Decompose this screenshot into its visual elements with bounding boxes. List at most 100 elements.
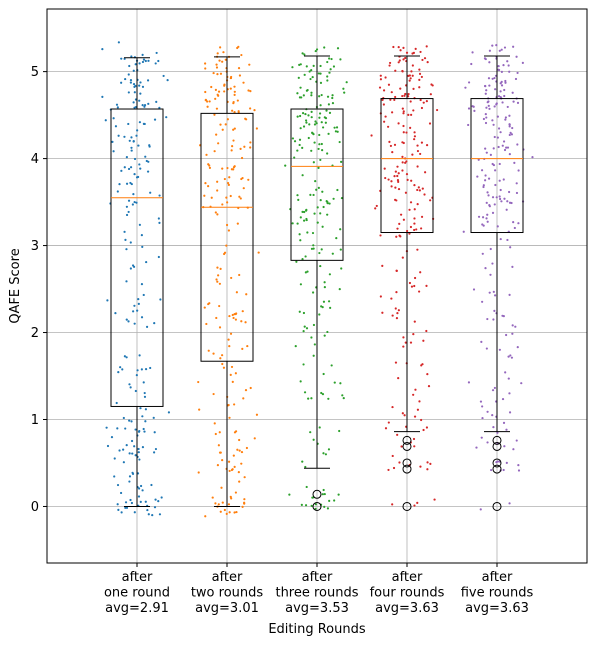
scatter-point — [495, 196, 498, 199]
scatter-point — [328, 202, 331, 205]
scatter-point — [230, 75, 233, 79]
scatter-point — [509, 246, 512, 249]
scatter-point — [481, 416, 484, 420]
scatter-point — [138, 223, 141, 226]
scatter-point — [213, 422, 216, 425]
boxplot-2 — [200, 56, 254, 507]
scatter-point — [488, 84, 491, 87]
scatter-point — [227, 338, 230, 341]
scatter-point — [236, 46, 239, 50]
scatter-point — [508, 502, 511, 505]
scatter-point — [387, 83, 391, 86]
scatter-point — [298, 143, 301, 147]
scatter-point — [501, 144, 504, 147]
scatter-point — [145, 325, 149, 328]
scatter-point — [531, 156, 534, 159]
scatter-point — [215, 316, 218, 320]
scatter-point — [319, 64, 322, 68]
scatter-point — [207, 185, 210, 188]
scatter-point — [342, 397, 345, 400]
scatter-point — [219, 123, 222, 126]
scatter-point — [224, 58, 227, 61]
scatter-point — [488, 205, 491, 208]
scatter-point — [508, 125, 511, 128]
scatter-point — [221, 459, 224, 462]
scatter-point — [408, 208, 411, 211]
scatter-point — [405, 51, 409, 54]
scatter-point — [236, 448, 239, 451]
scatter-point — [416, 203, 419, 206]
scatter-point — [203, 194, 206, 197]
scatter-point — [405, 160, 408, 163]
scatter-point — [331, 102, 335, 105]
scatter-point — [147, 513, 150, 516]
scatter-point — [494, 169, 497, 172]
scatter-point — [335, 126, 339, 129]
scatter-point — [505, 208, 508, 211]
scatter-point — [227, 181, 230, 185]
scatter-point — [481, 300, 484, 303]
scatter-point — [110, 436, 114, 439]
scatter-point — [504, 81, 507, 84]
scatter-point — [299, 380, 302, 383]
scatter-point — [399, 87, 402, 90]
scatter-point — [504, 79, 507, 83]
scatter-point — [138, 99, 141, 102]
y-axis-label: QAFE Score — [8, 248, 23, 323]
scatter-point — [506, 200, 509, 203]
scatter-point — [491, 119, 494, 122]
scatter-point — [138, 458, 141, 461]
scatter-point — [477, 158, 480, 161]
scatter-point — [499, 237, 502, 241]
scatter-point — [214, 502, 217, 505]
scatter-point — [416, 165, 419, 168]
scatter-point — [142, 293, 145, 297]
x-tick-label-line: one round — [104, 586, 170, 601]
scatter-point — [510, 356, 514, 359]
scatter-point — [216, 180, 219, 183]
scatter-point — [213, 113, 216, 116]
boxplot-3 — [290, 55, 344, 511]
scatter-point — [508, 70, 511, 73]
scatter-point — [498, 195, 501, 198]
scatter-point — [402, 141, 405, 145]
scatter-point — [132, 140, 135, 143]
scatter-point — [300, 96, 303, 99]
scatter-point — [489, 153, 492, 156]
scatter-point — [132, 193, 135, 196]
scatter-point — [297, 76, 300, 79]
scatter-point — [415, 228, 418, 231]
scatter-point — [319, 212, 322, 215]
scatter-point — [487, 177, 491, 180]
scatter-point — [137, 451, 140, 454]
scatter-point — [130, 420, 133, 423]
boxplot-1 — [110, 57, 164, 507]
scatter-point — [514, 77, 518, 81]
scatter-point — [302, 125, 306, 128]
scatter-point — [509, 131, 512, 134]
scatter-point — [408, 79, 411, 82]
scatter-point — [155, 51, 158, 55]
scatter-point — [124, 77, 127, 81]
scatter-point — [128, 64, 131, 68]
scatter-point — [207, 302, 210, 306]
scatter-point — [413, 208, 416, 211]
scatter-point — [397, 377, 400, 380]
x-tick-label: after five rounds avg=3.63 — [461, 570, 534, 616]
scatter-point — [234, 318, 237, 321]
scatter-point — [117, 508, 120, 512]
scatter-point — [496, 225, 499, 228]
scatter-point — [319, 81, 323, 84]
scatter-point — [222, 366, 226, 369]
scatter-point — [303, 325, 306, 328]
scatter-point — [115, 103, 119, 106]
scatter-point — [165, 116, 168, 119]
scatter-point — [238, 195, 241, 198]
scatter-point — [379, 295, 382, 298]
scatter-point — [234, 430, 238, 433]
scatter-point — [429, 462, 432, 465]
scatter-point — [493, 76, 496, 80]
scatter-point — [134, 98, 138, 101]
scatter-point — [482, 184, 485, 187]
scatter-point — [397, 61, 400, 64]
